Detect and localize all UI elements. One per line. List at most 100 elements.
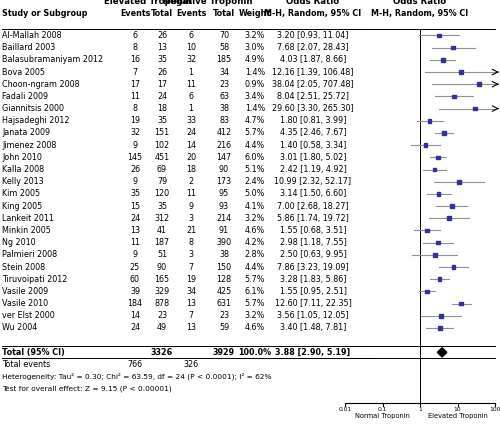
Text: 100: 100 <box>490 407 500 412</box>
Text: 184: 184 <box>128 299 142 308</box>
Text: 93: 93 <box>219 201 229 211</box>
Text: 34: 34 <box>186 287 196 296</box>
Text: Tiruvoipati 2012: Tiruvoipati 2012 <box>2 275 68 284</box>
Text: 3.20 [0.93, 11.04]: 3.20 [0.93, 11.04] <box>277 31 349 40</box>
Text: 15: 15 <box>130 201 140 211</box>
Text: 326: 326 <box>184 360 198 369</box>
Text: 33: 33 <box>186 116 196 125</box>
Text: 35: 35 <box>130 190 140 198</box>
Text: 41: 41 <box>157 226 167 235</box>
Text: 8: 8 <box>132 104 138 113</box>
Text: 91: 91 <box>219 226 229 235</box>
Text: 4.4%: 4.4% <box>245 263 265 272</box>
Text: Janata 2009: Janata 2009 <box>2 128 50 137</box>
Text: Vasile 2009: Vasile 2009 <box>2 287 48 296</box>
Text: Weight: Weight <box>239 9 271 18</box>
Bar <box>428 119 432 122</box>
Text: 24: 24 <box>157 92 167 101</box>
Text: 7.00 [2.68, 18.27]: 7.00 [2.68, 18.27] <box>277 201 349 211</box>
Text: Study or Subgroup: Study or Subgroup <box>2 9 87 18</box>
Text: Odds Ratio: Odds Ratio <box>394 0 446 6</box>
Text: 145: 145 <box>128 153 142 162</box>
Text: 9: 9 <box>132 250 138 259</box>
Text: 151: 151 <box>154 128 170 137</box>
Bar <box>452 46 455 49</box>
Text: 185: 185 <box>216 55 232 64</box>
Text: 412: 412 <box>216 128 232 137</box>
Text: 17: 17 <box>157 80 167 89</box>
Text: 2.98 [1.18, 7.55]: 2.98 [1.18, 7.55] <box>280 238 346 247</box>
Text: 1: 1 <box>188 68 194 76</box>
Text: 2: 2 <box>188 177 194 186</box>
Bar <box>436 156 440 159</box>
Text: 3: 3 <box>188 214 194 223</box>
Text: Events: Events <box>120 9 150 18</box>
Text: 5.7%: 5.7% <box>245 128 265 137</box>
Text: 0.9%: 0.9% <box>245 80 265 89</box>
Text: 19: 19 <box>130 116 140 125</box>
Text: 21: 21 <box>186 226 196 235</box>
Bar <box>478 82 481 86</box>
Text: 3.28 [1.83, 5.86]: 3.28 [1.83, 5.86] <box>280 275 346 284</box>
Text: 8: 8 <box>132 43 138 52</box>
Text: 23: 23 <box>157 311 167 320</box>
Text: Hajsadeghi 2012: Hajsadeghi 2012 <box>2 116 70 125</box>
Text: 3929: 3929 <box>213 348 235 357</box>
Text: 35: 35 <box>157 116 167 125</box>
Text: Kalla 2008: Kalla 2008 <box>2 165 44 174</box>
Text: 26: 26 <box>157 68 167 76</box>
Text: Minkin 2005: Minkin 2005 <box>2 226 51 235</box>
Bar <box>459 70 462 74</box>
Text: 216: 216 <box>216 141 232 150</box>
Text: 2.42 [1.19, 4.92]: 2.42 [1.19, 4.92] <box>280 165 346 174</box>
Text: 312: 312 <box>154 214 170 223</box>
Text: 3.2%: 3.2% <box>245 311 265 320</box>
Bar <box>442 131 446 135</box>
Text: Odds Ratio: Odds Ratio <box>286 0 340 6</box>
Text: 2.8%: 2.8% <box>245 250 265 259</box>
Text: 1.55 [0.95, 2.51]: 1.55 [0.95, 2.51] <box>280 287 346 296</box>
Text: 4.7%: 4.7% <box>245 116 265 125</box>
Text: 32: 32 <box>186 55 196 64</box>
Text: 13: 13 <box>130 226 140 235</box>
Text: 13: 13 <box>186 299 196 308</box>
Text: Negative Troponin: Negative Troponin <box>163 0 252 6</box>
Text: Wu 2004: Wu 2004 <box>2 323 37 332</box>
Text: 17: 17 <box>130 80 140 89</box>
Text: 29.60 [3.30, 265.30]: 29.60 [3.30, 265.30] <box>272 104 354 113</box>
Text: 79: 79 <box>157 177 167 186</box>
Text: 13: 13 <box>157 43 167 52</box>
Text: 6: 6 <box>188 92 194 101</box>
Text: M-H, Random, 95% CI: M-H, Random, 95% CI <box>264 9 362 18</box>
Bar <box>447 216 450 220</box>
Text: Palmieri 2008: Palmieri 2008 <box>2 250 57 259</box>
Bar <box>452 95 456 98</box>
Bar <box>437 34 441 37</box>
Text: 2.50 [0.63, 9.95]: 2.50 [0.63, 9.95] <box>280 250 346 259</box>
Text: 24: 24 <box>130 214 140 223</box>
Bar <box>457 180 461 184</box>
Text: Total events: Total events <box>2 360 50 369</box>
Text: 90: 90 <box>219 165 229 174</box>
Text: 5.86 [1.74, 19.72]: 5.86 [1.74, 19.72] <box>277 214 349 223</box>
Text: 51: 51 <box>157 250 167 259</box>
Text: 8: 8 <box>188 238 194 247</box>
Text: 3326: 3326 <box>151 348 173 357</box>
Text: 4.6%: 4.6% <box>245 226 265 235</box>
Text: 173: 173 <box>216 177 232 186</box>
Text: 35: 35 <box>157 201 167 211</box>
Text: Baillard 2003: Baillard 2003 <box>2 43 55 52</box>
Text: 4.1%: 4.1% <box>245 201 265 211</box>
Text: 11: 11 <box>130 92 140 101</box>
Text: Test for overall effect: Z = 9.15 (P < 0.00001): Test for overall effect: Z = 9.15 (P < 0… <box>2 385 172 392</box>
Text: John 2010: John 2010 <box>2 153 42 162</box>
Text: ver Elst 2000: ver Elst 2000 <box>2 311 55 320</box>
Text: 26: 26 <box>157 31 167 40</box>
Text: 3.14 [1.50, 6.60]: 3.14 [1.50, 6.60] <box>280 190 346 198</box>
Text: 128: 128 <box>216 275 232 284</box>
Text: 7.68 [2.07, 28.43]: 7.68 [2.07, 28.43] <box>277 43 349 52</box>
Text: 1.55 [0.68, 3.51]: 1.55 [0.68, 3.51] <box>280 226 346 235</box>
Text: 1: 1 <box>188 104 194 113</box>
Text: Total: Total <box>213 9 235 18</box>
Text: 451: 451 <box>154 153 170 162</box>
